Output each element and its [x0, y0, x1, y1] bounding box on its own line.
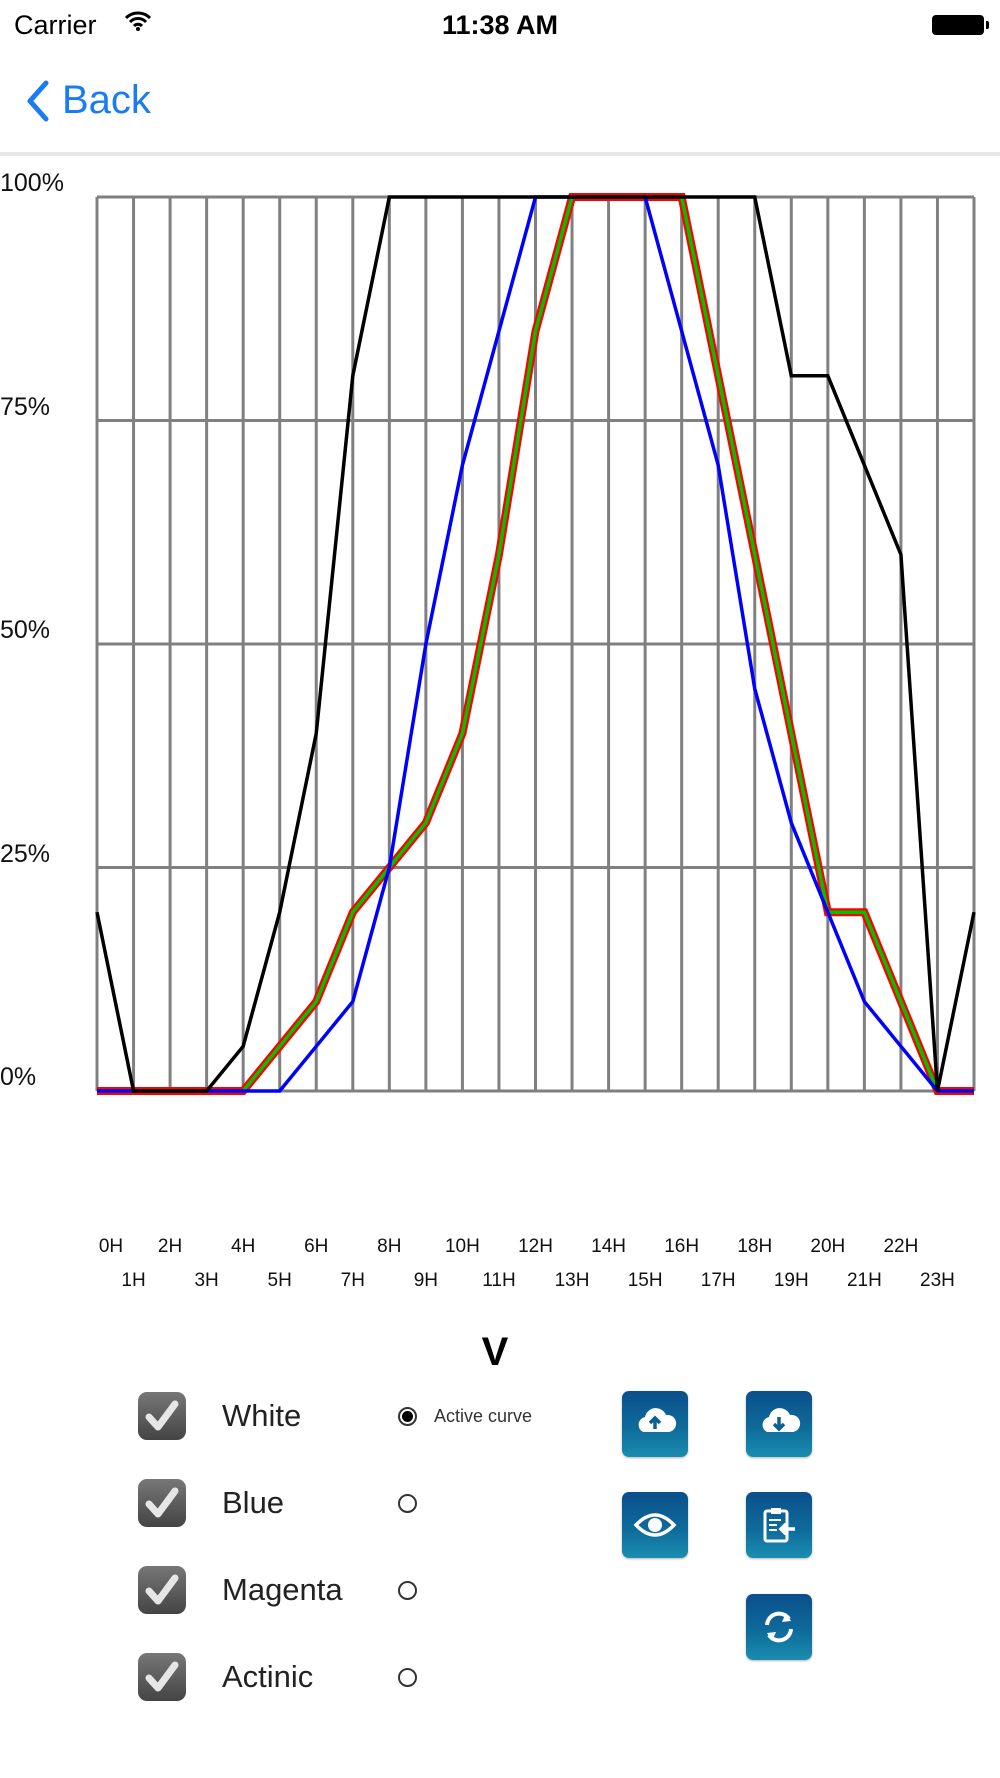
nav-divider: [0, 152, 1000, 156]
y-tick-label: 50%: [0, 616, 51, 644]
battery-icon: [932, 15, 989, 35]
active-curve-label: Active curve: [434, 1405, 533, 1426]
x-tick-label: 5H: [267, 1270, 292, 1291]
x-tick-label: 10H: [444, 1236, 480, 1257]
x-tick-label: 6H: [304, 1236, 329, 1257]
x-tick-label: 17H: [700, 1270, 736, 1291]
checkmark-icon: [145, 1661, 179, 1692]
checkmark-icon: [145, 1400, 179, 1431]
x-tick-label: 16H: [664, 1236, 700, 1257]
checkmark-icon: [145, 1487, 179, 1518]
refresh-button[interactable]: [746, 1594, 812, 1660]
upload-to-cloud-button[interactable]: [622, 1391, 688, 1457]
active-curve-radio[interactable]: [398, 1580, 417, 1600]
channel-row-magenta: Magenta: [138, 1564, 417, 1616]
channel-checkbox[interactable]: [138, 1479, 186, 1527]
x-tick-label: 22H: [883, 1236, 919, 1257]
light-curve-chart[interactable]: [0, 0, 1000, 1240]
active-curve-radio[interactable]: [398, 1667, 417, 1687]
channel-checkbox[interactable]: [138, 1566, 186, 1614]
active-curve-radio[interactable]: [398, 1493, 417, 1513]
active-curve-radio[interactable]: [398, 1406, 417, 1426]
carrier-label: Carrier: [14, 10, 97, 40]
status-time: 11:38 AM: [441, 10, 559, 40]
y-tick-label: 25%: [0, 839, 51, 868]
x-tick-label: 12H: [518, 1236, 553, 1257]
channel-row-white: White Active curve: [138, 1390, 532, 1442]
y-tick-label: 100%: [0, 169, 64, 197]
channel-label: Blue: [222, 1485, 285, 1520]
import-clipboard-button[interactable]: [746, 1492, 812, 1558]
series-line-white: [95, 195, 976, 1093]
x-tick-label: 2H: [157, 1236, 183, 1257]
clipboard-import-icon: [763, 1508, 795, 1543]
y-tick-label: 75%: [0, 392, 51, 421]
x-tick-label: 4H: [231, 1236, 256, 1257]
channel-checkbox[interactable]: [138, 1392, 186, 1440]
x-tick-label: 23H: [920, 1270, 955, 1291]
x-tick-label: 19H: [773, 1270, 809, 1291]
chevron-left-icon: [27, 80, 49, 121]
preview-button[interactable]: [622, 1492, 688, 1558]
x-tick-label: 3H: [194, 1270, 219, 1291]
radio-selected-dot: [402, 1410, 413, 1422]
refresh-icon: [765, 1611, 793, 1643]
back-button[interactable]: Back: [26, 78, 151, 123]
wifi-icon: [124, 11, 152, 31]
channel-row-blue: Blue: [138, 1477, 417, 1529]
panel-title: V: [481, 1330, 509, 1374]
x-tick-label: 9H: [413, 1270, 439, 1291]
x-tick-label: 14H: [591, 1236, 627, 1257]
x-tick-label: 7H: [340, 1270, 365, 1291]
y-tick-label: 0%: [0, 1063, 37, 1091]
x-tick-label: 0H: [98, 1236, 124, 1257]
checkmark-icon: [145, 1574, 179, 1605]
x-tick-label: 18H: [737, 1236, 773, 1257]
download-from-cloud-button[interactable]: [746, 1391, 812, 1457]
cloud-download-icon: [762, 1408, 801, 1432]
x-tick-label: 15H: [627, 1270, 663, 1291]
channel-checkbox[interactable]: [138, 1653, 186, 1701]
x-tick-label: 11H: [482, 1270, 516, 1291]
eye-icon: [633, 1513, 677, 1537]
channel-row-actinic: Actinic: [138, 1651, 417, 1703]
x-tick-label: 21H: [846, 1270, 882, 1291]
channel-label: Actinic: [222, 1659, 314, 1694]
channel-label: White: [222, 1398, 302, 1433]
cloud-upload-icon: [638, 1408, 677, 1432]
x-tick-label: 20H: [810, 1236, 846, 1257]
back-label: Back: [62, 78, 151, 122]
x-tick-label: 1H: [121, 1270, 146, 1291]
channel-label: Magenta: [222, 1572, 343, 1607]
x-tick-label: 13H: [554, 1270, 590, 1291]
x-tick-label: 8H: [377, 1236, 402, 1257]
